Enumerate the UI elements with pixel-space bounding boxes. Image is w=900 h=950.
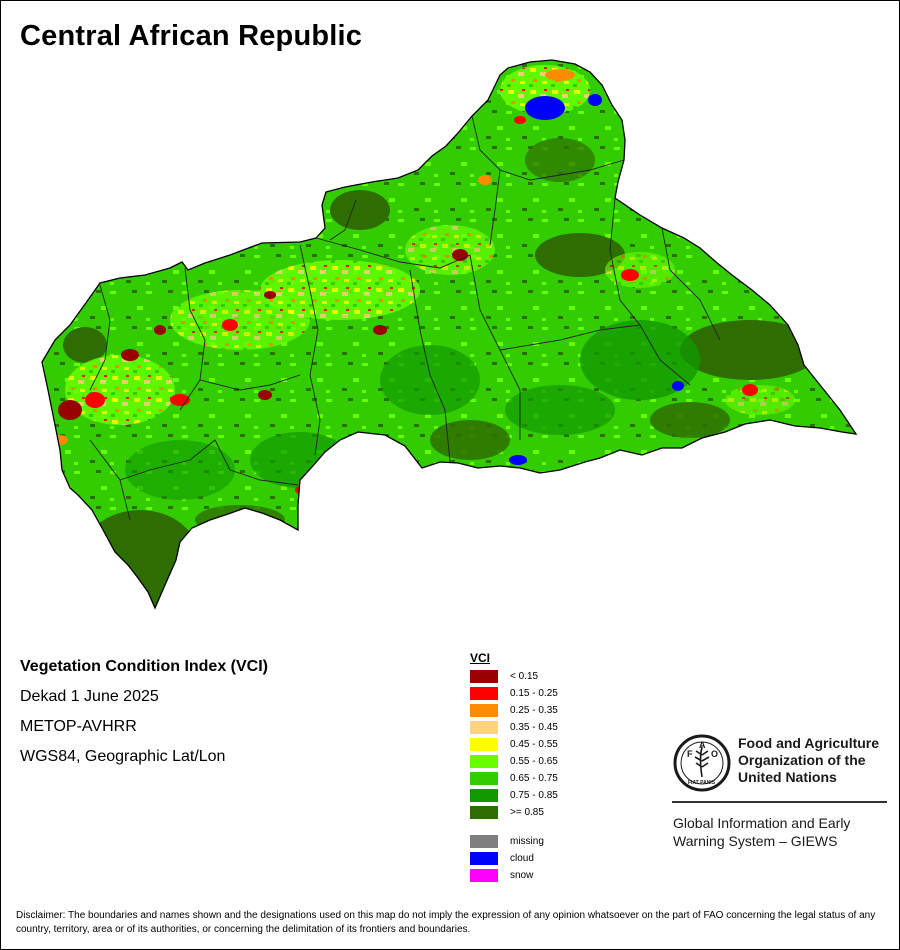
legend-label: < 0.15	[510, 671, 539, 682]
legend-item: 0.25 - 0.35	[470, 704, 630, 718]
fao-name-line: Food and Agriculture	[738, 735, 880, 751]
legend-item: 0.75 - 0.85	[470, 789, 630, 803]
legend-item: 0.45 - 0.55	[470, 738, 630, 752]
disclaimer: Disclaimer: The boundaries and names sho…	[16, 910, 876, 935]
fao-organization-name: Food and Agriculture Organization of the…	[738, 735, 879, 786]
projection-label: WGS84, Geographic Lat/Lon	[20, 748, 226, 765]
giews-line: Global Information and Early	[673, 815, 851, 831]
legend-label: 0.45 - 0.55	[510, 739, 558, 750]
legend-label: 0.65 - 0.75	[510, 773, 558, 784]
vci-class-dry-zones	[65, 65, 795, 425]
legend-label: 0.75 - 0.85	[510, 790, 558, 801]
legend-swatch	[470, 670, 498, 683]
fao-divider	[672, 801, 887, 803]
legend-swatch	[470, 704, 498, 717]
legend-swatch	[470, 869, 498, 882]
legend-label: missing	[510, 836, 544, 847]
legend-item-missing: missing	[470, 835, 630, 849]
fao-logo-motto: FIAT PANIS	[688, 780, 716, 786]
legend-title: VCI	[470, 651, 491, 665]
legend-swatch	[470, 772, 498, 785]
admin-boundaries	[89, 115, 721, 521]
legend-swatch	[470, 755, 498, 768]
giews-line: Warning System – GIEWS	[673, 833, 838, 849]
index-name: Vegetation Condition Index (VCI)	[20, 658, 268, 675]
legend-swatch	[470, 789, 498, 802]
legend-swatch	[470, 835, 498, 848]
legend-swatch	[470, 852, 498, 865]
legend-label: 0.25 - 0.35	[510, 705, 558, 716]
legend-label: cloud	[510, 853, 534, 864]
map-title: Central African Republic	[20, 20, 363, 52]
fao-logo-letter: F	[687, 749, 693, 759]
legend-item-cloud: cloud	[470, 852, 630, 866]
legend-label: 0.15 - 0.25	[510, 688, 558, 699]
legend-item: 0.35 - 0.45	[470, 721, 630, 735]
legend-item: 0.55 - 0.65	[470, 755, 630, 769]
period-label: Dekad 1 June 2025	[20, 688, 159, 705]
sensor-label: METOP-AVHRR	[20, 718, 137, 735]
legend-label: 0.55 - 0.65	[510, 756, 558, 767]
legend-swatch	[470, 806, 498, 819]
fao-name-line: United Nations	[738, 769, 837, 785]
legend-item-snow: snow	[470, 869, 630, 883]
fao-logo-letter: O	[711, 749, 718, 759]
legend-item: < 0.15	[470, 670, 630, 684]
legend-swatch	[470, 721, 498, 734]
legend-label: snow	[510, 870, 534, 881]
vci-map	[41, 59, 857, 609]
legend-label: >= 0.85	[510, 807, 544, 818]
fao-logo-icon: F A O FIAT PANIS	[673, 734, 731, 792]
vci-raster	[42, 60, 856, 608]
vci-class-high-zones	[125, 320, 700, 500]
legend-item: 0.15 - 0.25	[470, 687, 630, 701]
vci-cloud-patches	[509, 94, 684, 465]
legend-swatch	[470, 687, 498, 700]
fao-name-line: Organization of the	[738, 752, 866, 768]
legend-item: >= 0.85	[470, 806, 630, 820]
legend-item: 0.65 - 0.75	[470, 772, 630, 786]
fao-logo-letter: A	[699, 740, 706, 750]
giews-name: Global Information and Early Warning Sys…	[673, 814, 850, 850]
legend-label: 0.35 - 0.45	[510, 722, 558, 733]
legend-swatch	[470, 738, 498, 751]
